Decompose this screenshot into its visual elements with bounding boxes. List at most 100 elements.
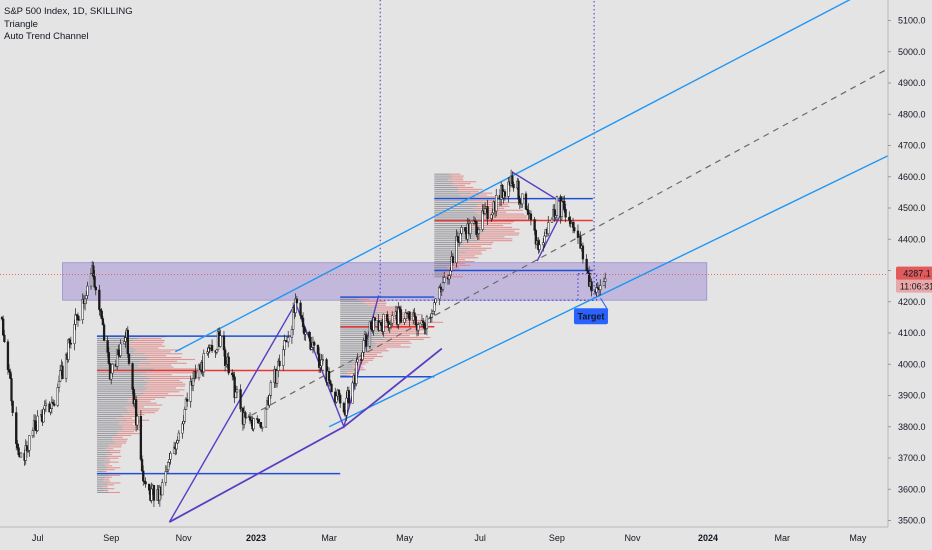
profile-bar-down	[96, 457, 108, 459]
profile-bar-up	[447, 276, 463, 278]
profile-bar-down	[434, 196, 475, 198]
profile-bar-up	[477, 232, 520, 234]
profile-bar-up	[363, 300, 386, 302]
profile-bar-down	[340, 300, 364, 302]
profile-bar-up	[154, 368, 206, 370]
profile-bar-down	[96, 469, 106, 471]
profile-bar-up	[102, 486, 108, 488]
profile-bar-up	[373, 316, 414, 318]
candle-body	[64, 354, 68, 379]
profile-bar-down	[340, 363, 356, 365]
profile-bar-up	[468, 200, 498, 202]
profile-bar-down	[434, 232, 478, 234]
profile-bar-down	[434, 236, 476, 238]
candle-body	[219, 335, 222, 347]
candle-body	[477, 229, 481, 234]
profile-bar-up	[475, 236, 505, 238]
profile-bar-up	[378, 306, 403, 308]
candle-body	[318, 353, 321, 368]
candle-body	[227, 356, 230, 374]
candle-body	[379, 322, 383, 326]
profile-bar-down	[434, 272, 445, 274]
profile-bar-down	[96, 376, 147, 378]
profile-bar-down	[96, 490, 104, 492]
profile-bar-up	[470, 226, 513, 228]
candle-body	[176, 440, 179, 444]
candle-body	[378, 322, 381, 331]
candle-body	[361, 352, 364, 360]
profile-bar-down	[96, 434, 118, 437]
symbol-title[interactable]: S&P 500 Index, 1D, SKILLING	[4, 6, 133, 17]
profile-bar-down	[96, 408, 127, 410]
profile-bar-down	[96, 383, 147, 385]
candle-body	[148, 483, 151, 491]
profile-bar-down	[96, 395, 142, 397]
candle-body	[431, 310, 435, 314]
profile-bar-down	[340, 346, 376, 348]
candle-body	[585, 258, 588, 272]
y-tick-label: 4000.0	[898, 359, 926, 369]
profile-bar-up	[102, 471, 107, 473]
candle-body	[382, 314, 385, 332]
candle-body	[579, 236, 582, 249]
profile-bar-up	[458, 245, 482, 247]
indicator-auto-trend-channel[interactable]: Auto Trend Channel	[4, 31, 89, 42]
candle-body	[7, 369, 11, 372]
profile-bar-down	[96, 488, 108, 490]
candle-body	[397, 307, 400, 325]
candle-body	[290, 329, 294, 338]
channel-upper-line	[174, 0, 851, 353]
profile-bar-down	[434, 274, 445, 276]
candle-body	[25, 445, 29, 452]
profile-bar-down	[96, 406, 125, 408]
candle-body	[177, 432, 181, 441]
candle-body	[300, 315, 303, 319]
price-tag-top	[896, 266, 932, 280]
profile-bar-down	[434, 223, 481, 225]
volume-profile	[434, 173, 538, 278]
profile-bar-up	[475, 211, 507, 213]
y-tick-label: 4600.0	[898, 172, 926, 182]
plot-area: Target	[0, 0, 888, 523]
profile-bar-down	[96, 368, 155, 370]
profile-bar-up	[108, 482, 121, 484]
profile-bar-up	[124, 406, 144, 408]
candle-body	[140, 459, 144, 472]
profile-bar-up	[112, 438, 128, 440]
profile-bar-up	[361, 355, 383, 358]
candle-body	[100, 310, 103, 319]
profile-bar-up	[136, 391, 180, 393]
candle-body	[74, 314, 77, 325]
candle-body	[59, 370, 62, 382]
candle-body	[282, 349, 285, 366]
profile-bar-up	[146, 383, 186, 385]
projection-box	[379, 0, 595, 301]
candle-body	[294, 298, 297, 313]
profile-bar-down	[340, 352, 361, 354]
profile-bar-down	[434, 175, 453, 177]
profile-bar-down	[96, 474, 110, 476]
profile-bar-down	[434, 276, 448, 278]
support-zone	[62, 262, 708, 301]
target-box	[577, 273, 598, 301]
target-label: Target	[578, 312, 605, 322]
candle-body	[232, 374, 235, 378]
candle-body	[403, 318, 406, 323]
candle-body	[434, 298, 437, 303]
profile-bar-up	[148, 387, 177, 389]
indicator-triangle[interactable]: Triangle	[4, 18, 38, 30]
profile-bar-up	[109, 491, 121, 494]
profile-bar-up	[453, 183, 471, 185]
last-price-tag[interactable]: 4287.1 11:06:31	[896, 266, 932, 293]
candle-body	[518, 198, 521, 204]
profile-bar-up	[139, 374, 172, 376]
profile-bar-down	[96, 351, 135, 353]
profile-bar-up	[346, 374, 351, 377]
profile-bar-down	[96, 355, 134, 357]
candle-body	[345, 397, 348, 416]
candle-body	[194, 371, 197, 379]
profile-bar-down	[340, 331, 380, 333]
candle-body	[16, 443, 19, 448]
